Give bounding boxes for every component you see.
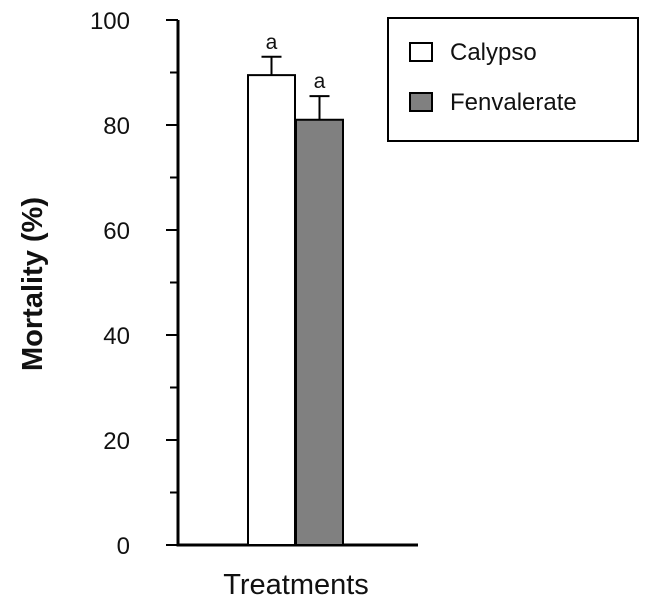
y-tick-label: 60 xyxy=(103,218,130,245)
y-tick-label: 80 xyxy=(103,113,130,140)
significance-letter-fenvalerate: a xyxy=(314,70,326,93)
bar-calypso xyxy=(247,74,296,546)
legend-box xyxy=(387,17,639,142)
legend: Calypso Fenvalerate xyxy=(387,17,639,142)
y-axis-label: Mortality (%) xyxy=(17,197,49,371)
legend-label-fenvalerate: Fenvalerate xyxy=(450,89,577,116)
bar-fenvalerate xyxy=(295,118,344,546)
y-tick-label: 20 xyxy=(103,428,130,455)
legend-label-calypso: Calypso xyxy=(450,39,537,66)
legend-swatch-calypso xyxy=(409,42,433,62)
y-tick-label: 40 xyxy=(103,323,130,350)
legend-swatch-fenvalerate xyxy=(409,92,433,112)
y-tick-label: 0 xyxy=(117,533,130,560)
y-tick-label: 100 xyxy=(90,8,130,35)
x-axis-label: Treatments xyxy=(223,569,369,596)
plot-area: 0 20 40 60 80 100 a a xyxy=(90,8,418,560)
significance-letter-calypso: a xyxy=(266,31,278,54)
